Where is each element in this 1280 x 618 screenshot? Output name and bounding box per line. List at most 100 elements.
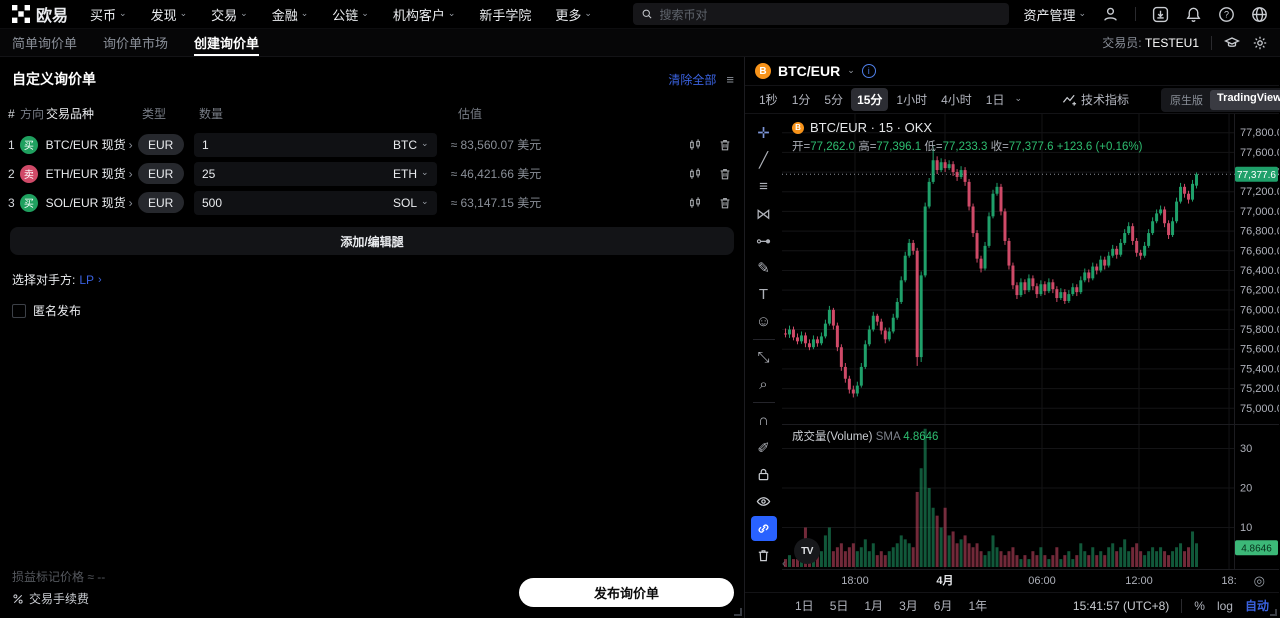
- range-1年[interactable]: 1年: [968, 599, 988, 613]
- nav-item-交易[interactable]: 交易 ⌄: [211, 7, 248, 23]
- candle-style-icon[interactable]: [1038, 92, 1046, 108]
- delete-trash-icon[interactable]: [718, 167, 732, 181]
- nav-item-金融[interactable]: 金融 ⌄: [271, 7, 309, 23]
- pane-collapse-icon[interactable]: ‹: [782, 558, 786, 570]
- divider: [752, 339, 775, 340]
- delete-trash-icon[interactable]: [718, 196, 732, 210]
- svg-text:77,000.0: 77,000.0: [1240, 206, 1279, 218]
- eye-icon[interactable]: [751, 489, 777, 514]
- panel-resize-handle[interactable]: [1270, 609, 1277, 616]
- native-version-option[interactable]: 原生版: [1170, 94, 1204, 107]
- chevron-down-icon[interactable]: ⌄: [847, 64, 855, 75]
- zoom-in-icon[interactable]: ⌕: [759, 376, 768, 393]
- currency-pill[interactable]: EUR: [137, 192, 184, 213]
- svg-text:75,000.0: 75,000.0: [1240, 403, 1279, 415]
- divider: [752, 402, 775, 403]
- amount-input[interactable]: 25 ETH ⌄: [194, 161, 437, 186]
- nav-item-新手学院[interactable]: 新手学院: [479, 7, 532, 23]
- search-box[interactable]: 搜索币对: [633, 3, 1010, 25]
- currency-pill[interactable]: EUR: [137, 163, 184, 184]
- view-chart-candles-icon[interactable]: [688, 167, 702, 181]
- symbol-name[interactable]: BTC/EUR: [778, 63, 841, 79]
- range-1月[interactable]: 1月: [864, 599, 884, 613]
- clear-all-button[interactable]: 清除全部: [668, 72, 717, 87]
- pair-selector[interactable]: SOL/EUR 现货 ›: [45, 195, 133, 211]
- unit-selector[interactable]: BTC ⌄: [393, 137, 429, 152]
- lock-icon[interactable]: [751, 462, 777, 487]
- text-icon[interactable]: T: [758, 286, 769, 303]
- emoji-icon[interactable]: ☺: [755, 313, 772, 330]
- brush-icon[interactable]: ✎: [757, 259, 770, 277]
- interval-1分[interactable]: 1分: [791, 93, 811, 107]
- chart-clock[interactable]: 15:41:57 (UTC+8): [1072, 598, 1170, 613]
- add-edit-leg-button[interactable]: 添加/编辑腿: [10, 227, 734, 255]
- fib-icon[interactable]: ≡: [759, 178, 768, 195]
- amount-input[interactable]: 500 SOL ⌄: [194, 190, 437, 215]
- camera-snapshot-icon[interactable]: [1153, 92, 1161, 108]
- delete-trash-icon[interactable]: [718, 138, 732, 152]
- interval-1日[interactable]: 1日: [985, 93, 1005, 107]
- nav-item-更多[interactable]: 更多 ⌄: [555, 7, 592, 23]
- nav-item-买币[interactable]: 买币 ⌄: [90, 7, 127, 23]
- forecast-icon[interactable]: ⊶: [756, 232, 771, 250]
- info-icon[interactable]: i: [861, 64, 876, 78]
- pair-selector[interactable]: ETH/EUR 现货 ›: [45, 166, 133, 182]
- range-3月[interactable]: 3月: [899, 599, 918, 613]
- interval-more-chevron-icon[interactable]: ⌄: [1014, 93, 1023, 103]
- view-chart-candles-icon[interactable]: [688, 196, 702, 210]
- tab-简单询价单[interactable]: 简单询价单: [12, 36, 78, 51]
- link-icon[interactable]: [750, 516, 777, 541]
- price-chart[interactable]: 77,800.077,600.077,400.077,200.077,000.0…: [782, 114, 1279, 592]
- tradingview-logo[interactable]: TV: [794, 538, 820, 564]
- pattern-icon[interactable]: ⋈: [756, 205, 771, 223]
- svg-text:76,400.0: 76,400.0: [1240, 265, 1279, 277]
- interval-1秒[interactable]: 1秒: [759, 93, 778, 107]
- indicators-button[interactable]: 技术指标: [1058, 91, 1133, 108]
- download-icon[interactable]: [1152, 6, 1169, 23]
- log-scale-button[interactable]: log: [1216, 598, 1233, 613]
- magnet-icon[interactable]: ∩: [758, 412, 769, 429]
- publish-rfq-button[interactable]: 发布询价单: [519, 578, 734, 607]
- unit-selector[interactable]: SOL ⌄: [393, 195, 429, 210]
- counterparty-value[interactable]: LP: [79, 272, 95, 287]
- view-chart-candles-icon[interactable]: [688, 138, 702, 152]
- okx-logo[interactable]: 欧易: [12, 2, 68, 26]
- tutorial-cap-icon[interactable]: [1224, 35, 1240, 51]
- currency-pill[interactable]: EUR: [137, 134, 184, 155]
- language-globe-icon[interactable]: [1251, 6, 1268, 23]
- interval-5分[interactable]: 5分: [824, 93, 844, 107]
- pair-selector[interactable]: BTC/EUR 现货 ›: [45, 137, 133, 153]
- tab-询价单市场[interactable]: 询价单市场: [103, 36, 169, 51]
- draw-lock-icon[interactable]: ✐: [757, 439, 770, 457]
- nav-item-公链[interactable]: 公链 ⌄: [332, 7, 369, 23]
- nav-item-发现[interactable]: 发现 ⌄: [150, 7, 188, 23]
- anonymous-checkbox[interactable]: [12, 303, 26, 318]
- notification-bell-icon[interactable]: [1185, 6, 1202, 23]
- range-1日[interactable]: 1日: [795, 599, 814, 613]
- amount-input[interactable]: 1 BTC ⌄: [194, 132, 437, 157]
- crosshair-icon[interactable]: ✛: [757, 124, 770, 142]
- asset-management-menu[interactable]: 资产管理 ⌄: [1023, 7, 1086, 23]
- interval-4小时[interactable]: 4小时: [941, 93, 972, 107]
- trendline-icon[interactable]: ╱: [758, 151, 769, 169]
- ruler-icon[interactable]: ⤡: [757, 349, 770, 366]
- user-icon[interactable]: [1102, 6, 1119, 23]
- trash-icon[interactable]: [751, 543, 777, 568]
- panel-resize-handle[interactable]: [734, 608, 742, 616]
- timeline-reset-icon[interactable]: ◎: [1253, 573, 1265, 588]
- range-6月[interactable]: 6月: [933, 599, 953, 613]
- percent-scale-button[interactable]: %: [1194, 598, 1205, 613]
- trader-label: 交易员:: [1102, 36, 1142, 50]
- chart-settings-gear-icon[interactable]: [1133, 92, 1141, 107]
- tab-创建询价单[interactable]: 创建询价单: [194, 29, 260, 56]
- nav-item-机构客户[interactable]: 机构客户 ⌄: [392, 7, 456, 23]
- panel-menu-icon[interactable]: ≡: [726, 71, 734, 87]
- help-icon[interactable]: ?: [1218, 6, 1235, 23]
- unit-selector[interactable]: ETH ⌄: [393, 166, 429, 181]
- interval-1小时[interactable]: 1小时: [896, 93, 928, 107]
- range-5日[interactable]: 5日: [829, 599, 849, 613]
- tradingview-option[interactable]: TradingView: [1210, 89, 1280, 110]
- settings-gear-icon[interactable]: [1252, 35, 1268, 51]
- interval-15分[interactable]: 15分: [851, 88, 889, 111]
- auto-scale-button[interactable]: 自动: [1244, 599, 1269, 613]
